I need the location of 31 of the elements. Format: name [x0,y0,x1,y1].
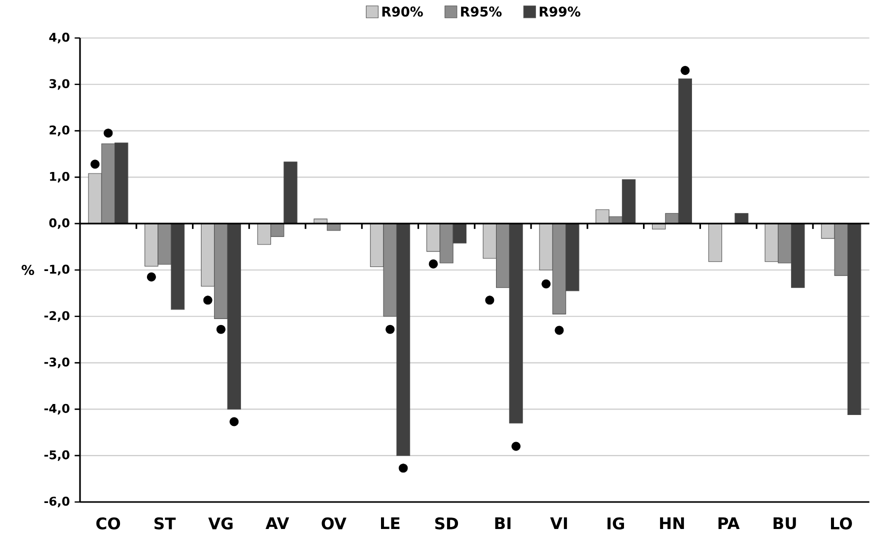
y-tick-label: -3,0 [44,357,70,368]
legend-label: R99% [540,6,580,17]
x-tick-label: VG [208,517,233,530]
y-tick-label: -5,0 [44,450,70,461]
y-tick-label: 4,0 [49,32,70,44]
x-tick-label: ST [154,517,176,530]
y-tick-label: 0,0 [49,218,70,229]
x-tick-label: LO [830,517,852,530]
y-tick-label: 2,0 [50,125,70,136]
x-tick-label: AV [266,517,290,530]
legend-label: R90% [382,6,423,17]
x-tick-label: SD [435,517,458,530]
x-tick-label: HN [660,517,684,530]
x-tick-label: OV [322,517,346,530]
y-tick-label: -2,0 [44,311,70,322]
bar [734,213,748,224]
x-tick-label: IG [608,517,624,530]
x-tick-label: VI [550,517,567,530]
y-tick-label: -1,0 [44,264,70,276]
y-tick-label: -4,0 [44,404,70,414]
x-tick-label: LE [381,517,400,530]
y-tick-label: 3,0 [50,79,70,90]
x-tick-label: BI [495,517,510,530]
x-tick-label: BU [774,517,796,530]
y-axis-title: % [22,264,34,276]
legend-label: R95% [461,6,502,17]
y-tick-label: 1,0 [50,172,70,182]
y-tick-label: -6,0 [44,496,70,508]
bar [708,223,722,262]
x-tick-label: PA [718,517,740,530]
x-tick-label: CO [96,517,120,530]
